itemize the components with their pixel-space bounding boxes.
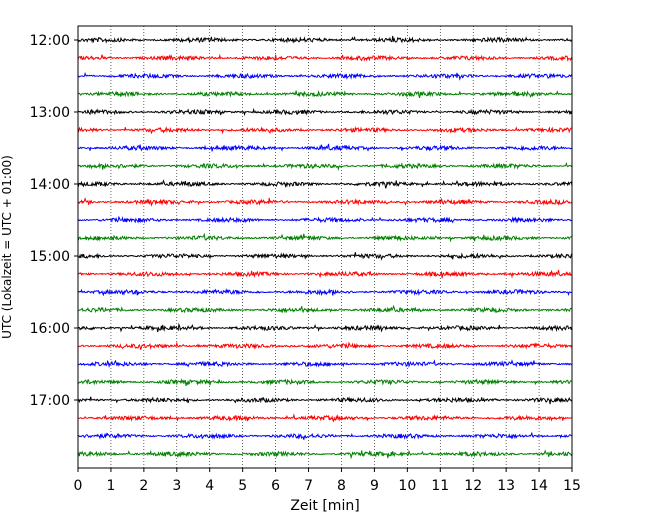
- x-tick-label: 5: [238, 478, 247, 494]
- trace-1315: [77, 125, 573, 135]
- trace-1445: [77, 232, 573, 243]
- trace-1245: [77, 89, 573, 99]
- y-tick-label: 12:00: [30, 33, 70, 49]
- x-tick-label: 4: [205, 478, 214, 494]
- trace-1430: [77, 215, 572, 224]
- y-tick-label: 17:00: [30, 393, 70, 409]
- y-tick-label: 16:00: [30, 321, 70, 337]
- trace-1415: [77, 197, 573, 207]
- x-axis-ticks: 0 1 2 3 4 5 6 7 8 9 10 11 12 13 14 15: [74, 468, 581, 494]
- trace-1215: [77, 53, 573, 62]
- seismic-traces: [77, 35, 573, 460]
- x-tick-label: 13: [497, 478, 515, 494]
- trace-1615: [77, 341, 573, 350]
- trace-1515: [77, 269, 573, 279]
- y-tick-label: 14:00: [30, 177, 70, 193]
- trace-1630: [77, 359, 572, 369]
- y-tick-label: 13:00: [30, 105, 70, 121]
- x-axis-title: Zeit [min]: [290, 498, 359, 514]
- trace-1330: [77, 143, 573, 152]
- x-tick-label: 0: [74, 478, 83, 494]
- trace-1345: [77, 161, 573, 171]
- x-tick-label: 3: [172, 478, 181, 494]
- trace-1400: [77, 179, 573, 189]
- plot-frame: [77, 25, 573, 469]
- x-tick-label: 10: [398, 478, 416, 494]
- trace-1745: [77, 449, 573, 460]
- grid-lines: [110, 26, 540, 468]
- trace-1715: [77, 413, 573, 423]
- trace-1700: [77, 396, 573, 405]
- trace-1600: [77, 322, 573, 333]
- x-tick-label: 15: [563, 478, 581, 494]
- x-tick-label: 12: [464, 478, 482, 494]
- trace-1300: [77, 107, 573, 117]
- y-tick-label: 15:00: [30, 249, 70, 265]
- trace-1645: [77, 378, 573, 387]
- x-tick-label: 9: [370, 478, 379, 494]
- x-tick-label: 11: [431, 478, 449, 494]
- y-axis-title: UTC (Lokalzeit = UTC + 01:00): [0, 155, 14, 339]
- trace-1500: [77, 252, 573, 261]
- x-tick-label: 14: [530, 478, 548, 494]
- y-axis-ticks: 12:00 13:00 14:00 15:00 16:00 17:00: [30, 33, 78, 409]
- trace-1230: [77, 71, 573, 81]
- x-tick-label: 2: [139, 478, 148, 494]
- x-tick-label: 6: [271, 478, 280, 494]
- trace-1530: [77, 288, 573, 297]
- x-tick-label: 1: [106, 478, 115, 494]
- x-tick-label: 8: [337, 478, 346, 494]
- trace-1545: [77, 304, 573, 314]
- x-tick-label: 7: [304, 478, 313, 494]
- trace-1730: [77, 431, 573, 440]
- trace-1200: [77, 35, 573, 44]
